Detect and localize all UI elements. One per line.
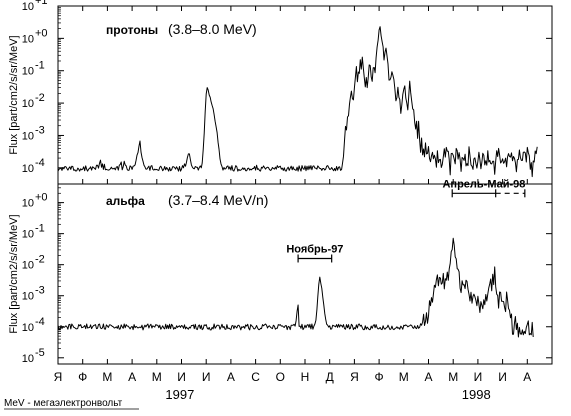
series-lines (57, 26, 538, 338)
y-tick-exponent: +0 (35, 27, 48, 39)
y-tick-label: 10 (22, 229, 34, 241)
year-label-1998: 1998 (462, 387, 491, 402)
month-label: О (276, 370, 285, 384)
month-label: М (448, 370, 458, 384)
month-label: И (498, 370, 507, 384)
y-tick-exponent: -4 (35, 316, 45, 328)
month-label: Ф (375, 370, 384, 384)
month-label: Я (54, 370, 63, 384)
y-tick-exponent: +1 (35, 0, 48, 7)
y-tick-label: 10 (22, 260, 34, 272)
footer-note: MeV - мегаэлектронвольт (4, 398, 123, 409)
bottom-panel-title: альфа (106, 194, 145, 208)
month-label: М (152, 370, 162, 384)
annotations: Ноябрь-97 Апрель-Май-98 (286, 178, 526, 263)
annotation-label: Апрель-Май-98 (442, 178, 525, 190)
y-tick-label: 10 (22, 163, 34, 175)
month-label: И (177, 370, 186, 384)
y-tick-label: 10 (22, 322, 34, 334)
y-tick-label: 10 (22, 130, 34, 142)
flux-series-0 (57, 26, 538, 178)
month-label: А (523, 370, 531, 384)
flux-series-1 (57, 237, 534, 338)
month-label: А (128, 370, 136, 384)
month-label: Ф (78, 370, 87, 384)
y-tick-exponent: -2 (35, 254, 45, 266)
y-tick-exponent: -1 (35, 60, 45, 72)
y-tick-label: 10 (22, 291, 34, 303)
month-label: М (399, 370, 409, 384)
month-label: Н (301, 370, 310, 384)
year-label-1997: 1997 (165, 387, 194, 402)
month-label: М (102, 370, 112, 384)
top-panel-energy-range: (3.8–8.0 MeV) (168, 21, 257, 37)
y-tick-label: 10 (22, 98, 34, 110)
y-tick-label: 10 (22, 1, 34, 13)
y-tick-exponent: -5 (35, 347, 45, 359)
top-panel-title: протоны (106, 23, 158, 37)
y-ticks: 10 -410 -310 -210 -110 +010 +110 -510 -410 -310 -2… (22, 0, 552, 365)
month-label: С (251, 370, 260, 384)
y-tick-exponent: -4 (35, 157, 45, 169)
month-label: Д (326, 370, 334, 384)
y-tick-exponent: -3 (35, 124, 45, 136)
month-label: И (474, 370, 483, 384)
y-tick-label: 10 (22, 353, 34, 365)
y-tick-exponent: +0 (35, 192, 48, 204)
month-label: И (202, 370, 211, 384)
month-label: А (227, 370, 235, 384)
bottom-panel-y-axis-label: Flux [part/cm2/s/sr/MeV] (8, 214, 20, 333)
y-tick-exponent: -2 (35, 92, 45, 104)
annotation-label: Ноябрь-97 (286, 243, 343, 255)
y-tick-label: 10 (22, 66, 34, 78)
y-tick-label: 10 (22, 33, 34, 45)
bottom-panel-energy-range: (3.7–8.4 MeV/n) (168, 192, 268, 208)
y-tick-exponent: -3 (35, 285, 45, 297)
month-label: А (424, 370, 432, 384)
month-label: Я (350, 370, 359, 384)
y-tick-exponent: -1 (35, 223, 45, 235)
y-tick-label: 10 (22, 198, 34, 210)
top-panel-y-axis-label: Flux [part/cm2/s/sr/MeV] (8, 35, 20, 154)
